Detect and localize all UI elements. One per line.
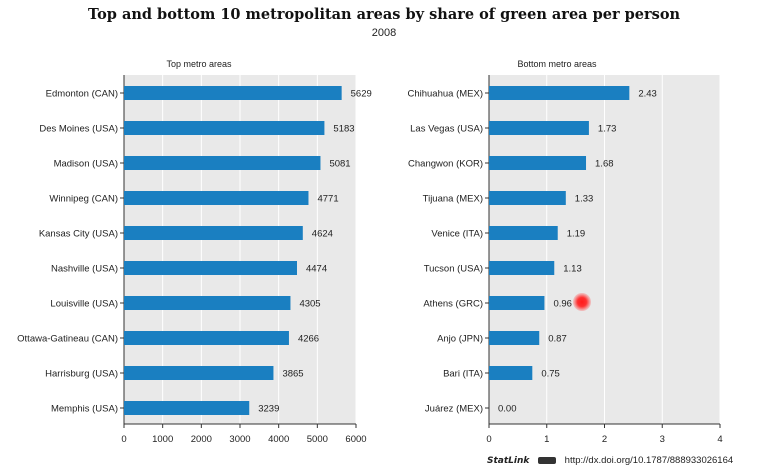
data-label: 5081 xyxy=(329,159,350,170)
bar xyxy=(489,156,587,170)
x-tick-label: 0 xyxy=(121,434,126,445)
x-tick-label: 1000 xyxy=(152,434,173,445)
category-label: Anjo (JPN) xyxy=(437,334,483,345)
category-label: Las Vegas (USA) xyxy=(410,124,483,135)
category-label: Des Moines (USA) xyxy=(39,124,118,135)
x-tick-label: 3000 xyxy=(229,434,250,445)
data-label: 5629 xyxy=(351,89,372,100)
highlight-marker xyxy=(573,293,591,311)
category-label: Harrisburg (USA) xyxy=(45,369,118,380)
chart-title: Top and bottom 10 metropolitan areas by … xyxy=(87,6,681,23)
data-label: 0.00 xyxy=(498,404,517,415)
category-label: Kansas City (USA) xyxy=(39,229,118,240)
data-label: 3865 xyxy=(282,369,303,380)
bar xyxy=(489,296,545,310)
data-label: 0.75 xyxy=(541,369,560,380)
x-tick-label: 1 xyxy=(544,434,549,445)
bar xyxy=(124,86,342,100)
data-label: 1.33 xyxy=(575,194,594,205)
x-tick-label: 6000 xyxy=(345,434,366,445)
x-tick-label: 4 xyxy=(717,434,722,445)
bar xyxy=(124,156,321,170)
bar xyxy=(489,86,630,100)
category-label: Ottawa-Gatineau (CAN) xyxy=(17,334,118,345)
category-label: Edmonton (CAN) xyxy=(46,89,118,100)
data-label: 4305 xyxy=(299,299,320,310)
bar xyxy=(489,261,555,275)
category-label: Tucson (USA) xyxy=(424,264,483,275)
category-label: Winnipeg (CAN) xyxy=(49,194,118,205)
chart-subtitle: 2008 xyxy=(371,27,397,39)
x-tick-label: 5000 xyxy=(307,434,328,445)
panel-title: Top metro areas xyxy=(166,59,232,69)
data-label: 1.19 xyxy=(567,229,586,240)
category-label: Juárez (MEX) xyxy=(425,404,483,415)
bar xyxy=(489,331,540,345)
data-label: 3239 xyxy=(258,404,279,415)
bar xyxy=(124,226,303,240)
statlink-url[interactable]: http://dx.doi.org/10.1787/888933026164 xyxy=(564,455,734,466)
data-label: 4266 xyxy=(298,334,319,345)
data-label: 1.68 xyxy=(595,159,614,170)
category-label: Madison (USA) xyxy=(54,159,118,170)
top-metro-panel: Top metro areas 0 1000 2000 3000 4000 5000 6000… xyxy=(17,59,372,445)
bar xyxy=(124,366,274,380)
bar xyxy=(489,366,533,380)
data-label: 4771 xyxy=(317,194,338,205)
statlink-label: StatLink xyxy=(487,456,530,466)
category-label: Bari (ITA) xyxy=(443,369,483,380)
category-label: Athens (GRC) xyxy=(423,299,483,310)
panel-title: Bottom metro areas xyxy=(517,59,597,69)
x-tick-label: 0 xyxy=(486,434,491,445)
data-label: 5183 xyxy=(333,124,354,135)
data-label: 1.73 xyxy=(598,124,617,135)
bar xyxy=(124,331,289,345)
bar xyxy=(124,296,291,310)
bar xyxy=(124,261,297,275)
data-label: 4474 xyxy=(306,264,327,275)
bar xyxy=(489,191,566,205)
link-icon xyxy=(538,456,557,464)
x-tick-label: 2 xyxy=(602,434,607,445)
category-label: Chihuahua (MEX) xyxy=(407,89,483,100)
bar xyxy=(124,191,309,205)
bar xyxy=(489,121,589,135)
data-label: 2.43 xyxy=(638,89,657,100)
category-label: Louisville (USA) xyxy=(50,299,118,310)
bar xyxy=(124,401,250,415)
x-tick-label: 3 xyxy=(660,434,665,445)
statlink-footer: StatLink http://dx.doi.org/10.1787/88893… xyxy=(487,455,733,466)
x-tick-label: 2000 xyxy=(191,434,212,445)
bar xyxy=(124,121,325,135)
data-label: 4624 xyxy=(312,229,333,240)
bottom-metro-panel: Bottom metro areas 0 1 2 3 4 Chihuahua (MEX) 2.… xyxy=(407,59,722,445)
category-label: Memphis (USA) xyxy=(51,404,118,415)
bar xyxy=(489,226,558,240)
category-label: Tijuana (MEX) xyxy=(423,194,483,205)
data-label: 0.87 xyxy=(548,334,567,345)
category-label: Nashville (USA) xyxy=(51,264,118,275)
category-label: Venice (ITA) xyxy=(431,229,483,240)
data-label: 0.96 xyxy=(553,299,572,310)
x-tick-label: 4000 xyxy=(268,434,289,445)
category-label: Changwon (KOR) xyxy=(408,159,483,170)
data-label: 1.13 xyxy=(563,264,582,275)
